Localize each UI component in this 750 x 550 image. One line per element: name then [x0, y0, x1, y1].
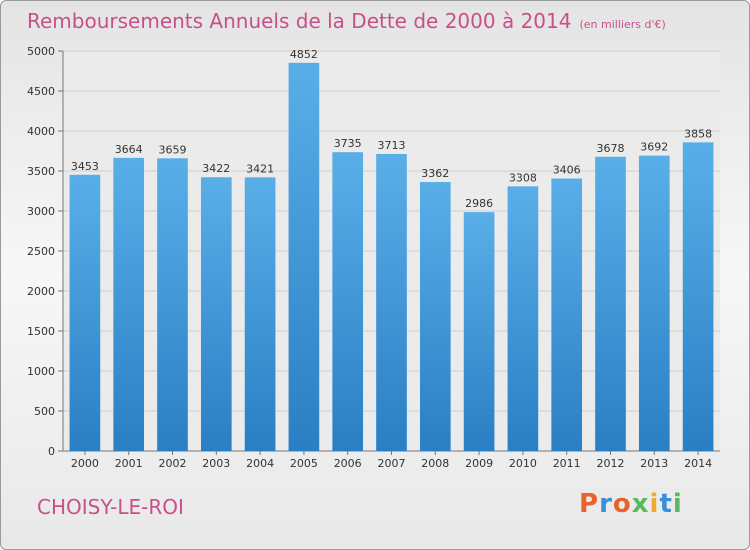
logo-letter: o: [612, 489, 632, 519]
data-label-2014: 3858: [684, 127, 712, 140]
y-tick-label: 3000: [27, 205, 55, 218]
bar-2012: [595, 156, 626, 451]
data-label-2000: 3453: [71, 160, 99, 173]
x-tick-label-2014: 2014: [684, 457, 712, 470]
data-label-2013: 3692: [640, 141, 668, 154]
data-label-2005: 4852: [290, 48, 318, 61]
data-label-2004: 3421: [246, 162, 274, 175]
chart-title: Remboursements Annuels de la Dette de 20…: [27, 9, 666, 33]
data-label-2007: 3713: [378, 139, 406, 152]
chart-title-text: Remboursements Annuels de la Dette de 20…: [27, 9, 572, 33]
y-tick-label: 4000: [27, 125, 55, 138]
bar-2007: [376, 153, 407, 451]
y-tick-label: 2000: [27, 285, 55, 298]
bar-2005: [288, 62, 320, 452]
data-label-2008: 3362: [421, 167, 449, 180]
x-tick-label-2008: 2008: [421, 457, 449, 470]
bar-2006: [332, 152, 364, 451]
x-tick-label-2011: 2011: [553, 457, 581, 470]
logo-letter: i: [672, 489, 683, 519]
bar-2009: [463, 212, 495, 451]
y-tick-label: 0: [48, 445, 55, 458]
x-tick-label-2002: 2002: [159, 457, 187, 470]
bar-2013: [638, 155, 670, 451]
x-tick-label-2001: 2001: [115, 457, 143, 470]
x-tick-label-2004: 2004: [246, 457, 274, 470]
data-label-2011: 3406: [553, 164, 581, 177]
x-tick-label-2005: 2005: [290, 457, 318, 470]
data-label-2006: 3735: [334, 137, 362, 150]
x-tick-label-2009: 2009: [465, 457, 493, 470]
x-tick-label-2000: 2000: [71, 457, 99, 470]
x-tick-label-2010: 2010: [509, 457, 537, 470]
y-tick-label: 500: [34, 405, 55, 418]
logo-letter: x: [631, 489, 650, 519]
logo-letter: i: [649, 489, 660, 519]
bar-2001: [113, 157, 145, 451]
bar-2011: [551, 178, 583, 451]
bar-2004: [244, 177, 276, 451]
proxiti-logo[interactable]: Proxiti: [579, 489, 683, 519]
x-tick-label-2007: 2007: [378, 457, 406, 470]
y-tick-label: 4500: [27, 85, 55, 98]
data-label-2009: 2986: [465, 197, 493, 210]
logo-letter: r: [599, 489, 613, 519]
y-tick-label: 2500: [27, 245, 55, 258]
x-tick-label-2013: 2013: [640, 457, 668, 470]
bar-2010: [507, 186, 539, 452]
logo-letter: P: [579, 489, 600, 519]
y-tick-label: 1000: [27, 365, 55, 378]
bar-2002: [157, 158, 188, 451]
data-label-2002: 3659: [159, 143, 187, 156]
bar-2003: [200, 177, 232, 452]
bar-2008: [419, 182, 451, 452]
data-label-2001: 3664: [115, 143, 143, 156]
y-tick-label: 5000: [27, 45, 55, 58]
bar-2000: [69, 174, 101, 451]
data-label-2003: 3422: [202, 162, 230, 175]
bar-2014: [682, 142, 714, 452]
data-label-2012: 3678: [597, 142, 625, 155]
commune-name: CHOISY-LE-ROI: [37, 495, 184, 519]
data-label-2010: 3308: [509, 171, 537, 184]
x-tick-label-2003: 2003: [202, 457, 230, 470]
y-tick-label: 3500: [27, 165, 55, 178]
logo-letter: t: [659, 489, 673, 519]
y-tick-label: 1500: [27, 325, 55, 338]
chart-subtitle: (en milliers d'€): [579, 18, 666, 31]
x-tick-label-2012: 2012: [597, 457, 625, 470]
x-tick-label-2006: 2006: [334, 457, 362, 470]
